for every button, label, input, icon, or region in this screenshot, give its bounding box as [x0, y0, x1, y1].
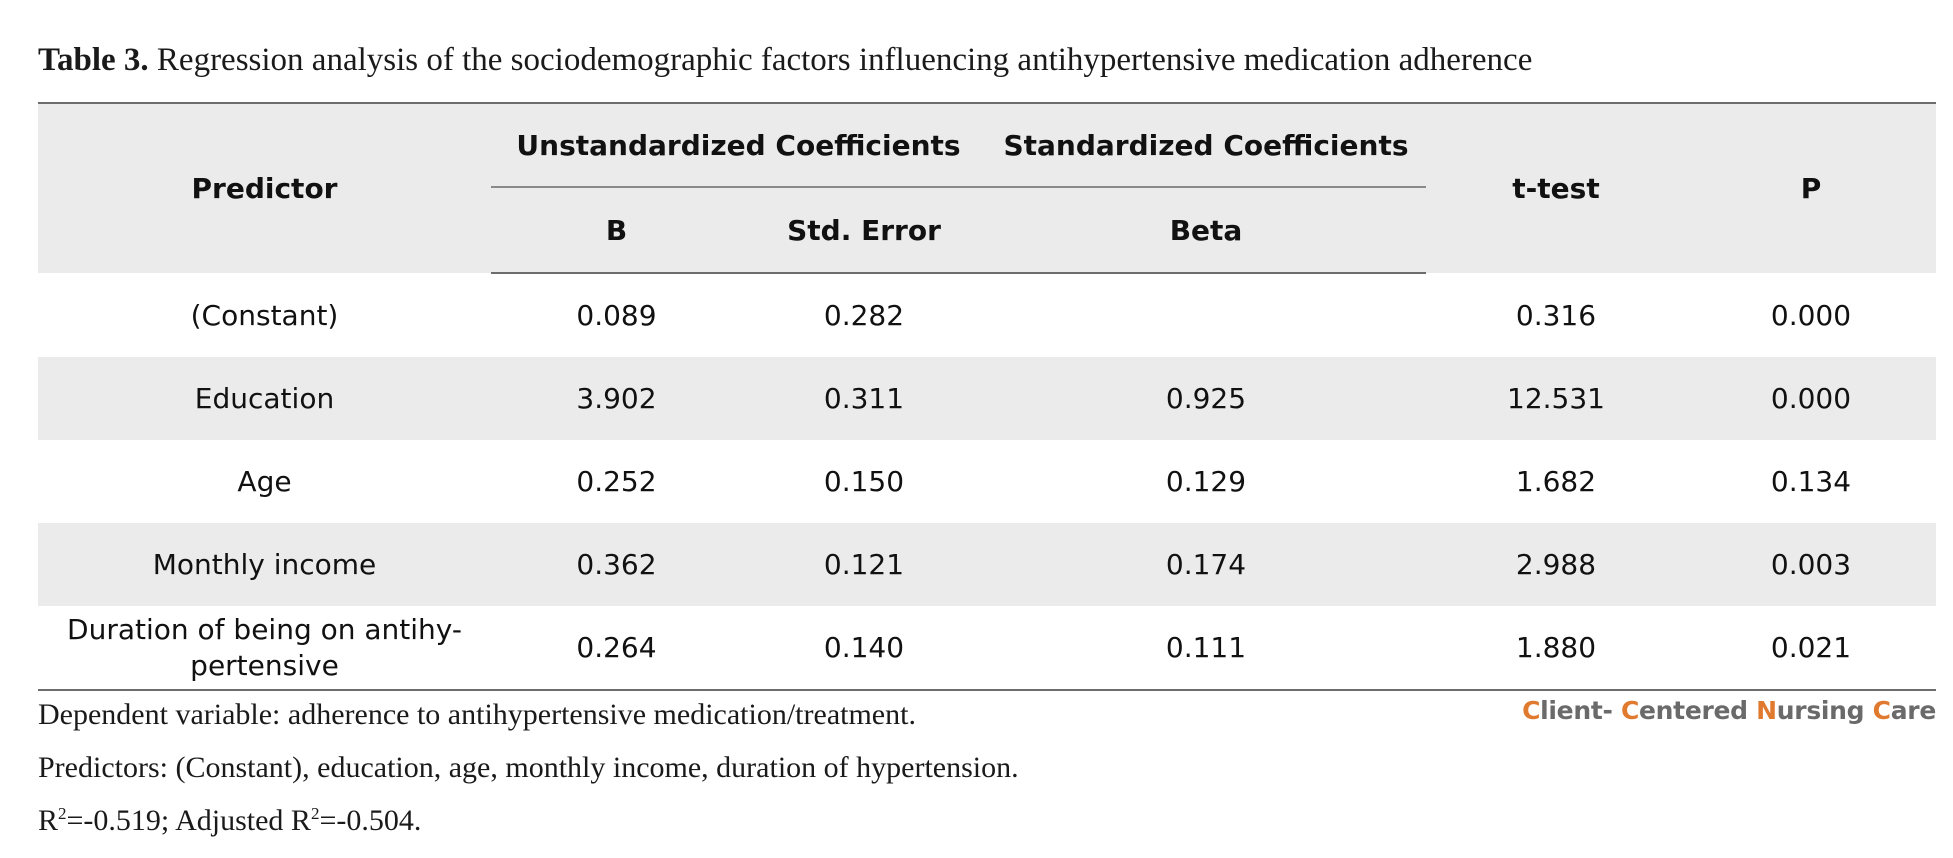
cell-t-test: 0.316: [1515, 298, 1597, 332]
regression-table: Predictor Unstandardized Coefficients St…: [38, 102, 1936, 691]
cell-std-error: 0.150: [823, 465, 905, 498]
note-predictors: Predictors: (Constant), education, age, …: [38, 751, 1019, 784]
cell-t-test: 12.531: [1426, 357, 1686, 440]
cell-beta: 0.129: [1165, 465, 1247, 498]
cell-std-error: 0.140: [742, 606, 986, 691]
r2-value: =-0.519; Adjusted R: [66, 804, 311, 837]
cell-predictor: Duration of being on antihy-pertensive: [38, 606, 491, 691]
cell-beta: 0.925: [986, 357, 1426, 440]
cell-b: 0.264: [491, 606, 742, 691]
table-caption-text: Regression analysis of the sociodemograp…: [156, 42, 1533, 78]
journal-brand-logo: Client- Centered Nursing Care: [1522, 696, 1936, 725]
cell-p: 0.000: [1770, 298, 1852, 332]
cell-b: 0.089: [576, 299, 657, 332]
adj-r2-value: =-0.504.: [319, 804, 422, 837]
cell-b: 3.902: [491, 357, 742, 440]
table-body: (Constant) 0.089 0.282 0.316 0.000 Education 3…: [38, 273, 1936, 691]
table-label: Table 3.: [38, 42, 149, 78]
header-p: P: [1686, 102, 1936, 273]
cell-std-error: 0.311: [742, 357, 986, 440]
brand-text: are: [1890, 696, 1937, 725]
cell-std-error: 0.121: [742, 523, 986, 606]
r2-prefix: R: [38, 804, 59, 837]
adj-r2-superscript: 2: [310, 804, 320, 823]
cell-p: 0.021: [1686, 606, 1936, 691]
cell-p: 0.134: [1770, 465, 1852, 498]
cell-b: 0.252: [576, 465, 657, 498]
brand-text: entered: [1639, 696, 1757, 725]
note-r-squared: R2=-0.519; Adjusted R2=-0.504.: [38, 794, 1019, 847]
cell-b: 0.362: [491, 523, 742, 606]
cell-std-error: 0.282: [823, 299, 905, 332]
table-header: Predictor Unstandardized Coefficients St…: [38, 102, 1936, 274]
cell-t-test: 2.988: [1426, 523, 1686, 606]
cell-t-test: 1.682: [1515, 465, 1597, 498]
r2-superscript: 2: [58, 804, 67, 823]
header-std-error: Std. Error: [742, 187, 986, 274]
cell-predictor: Monthly income: [38, 523, 491, 606]
brand-letter-accent: N: [1756, 696, 1777, 725]
header-beta: Beta: [986, 187, 1426, 274]
table-row: Monthly income 0.362 0.121 0.174 2.988 0.003: [38, 523, 1936, 606]
header-b: B: [491, 187, 742, 274]
table-caption: Table 3. Regression analysis of the soci…: [38, 38, 1532, 82]
cell-p: 0.003: [1686, 523, 1936, 606]
table-row: (Constant) 0.089 0.282 0.316 0.000: [38, 273, 1936, 357]
cell-beta: [986, 273, 1426, 357]
table-row: Age 0.252 0.150 0.129 1.682 0.134: [38, 440, 1936, 523]
header-predictor: Predictor: [38, 102, 491, 273]
brand-letter-accent: C: [1620, 696, 1640, 725]
cell-t-test: 1.880: [1426, 606, 1686, 691]
cell-beta: 0.174: [986, 523, 1426, 606]
table-row: Duration of being on antihy-pertensive 0.…: [38, 606, 1936, 691]
table-notes: Dependent variable: adherence to antihyp…: [38, 688, 1019, 847]
brand-text: ursing: [1776, 696, 1873, 725]
table-row: Education 3.902 0.311 0.925 12.531 0.000: [38, 357, 1936, 440]
cell-predictor: Education: [38, 357, 491, 440]
brand-letter-accent: C: [1872, 696, 1891, 725]
cell-predictor: (Constant): [190, 298, 339, 332]
header-standardized: Standardized Coefficients: [986, 102, 1426, 188]
note-dependent-variable: Dependent variable: adherence to antihyp…: [38, 698, 916, 731]
header-t-test: t-test: [1426, 102, 1686, 273]
brand-letter-accent: C: [1522, 696, 1541, 725]
regression-table-container: Predictor Unstandardized Coefficients St…: [38, 102, 1936, 691]
cell-beta: 0.111: [986, 606, 1426, 691]
cell-p: 0.000: [1686, 357, 1936, 440]
cell-predictor: Age: [237, 465, 292, 498]
header-unstandardized: Unstandardized Coefficients: [491, 102, 986, 188]
brand-text: lient-: [1540, 696, 1621, 725]
